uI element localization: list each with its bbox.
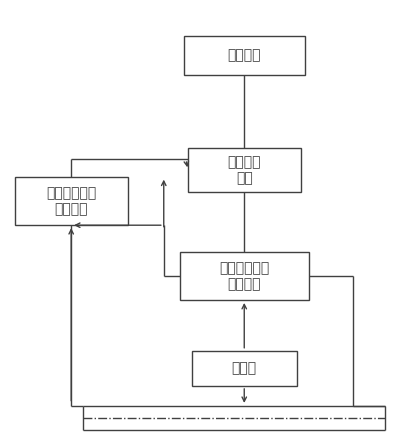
Text: 液控单向
阀组: 液控单向 阀组 bbox=[228, 155, 261, 185]
Text: 二位四通方向
控制阀组: 二位四通方向 控制阀组 bbox=[46, 186, 96, 216]
Bar bbox=[180, 252, 308, 300]
Bar bbox=[192, 351, 297, 386]
Text: 执行机构: 执行机构 bbox=[228, 49, 261, 62]
Bar bbox=[15, 177, 128, 225]
Text: 动力源: 动力源 bbox=[232, 361, 257, 376]
Bar bbox=[184, 36, 305, 75]
Text: 三位四通方向
控制阀组: 三位四通方向 控制阀组 bbox=[219, 261, 269, 291]
Bar bbox=[188, 148, 301, 192]
